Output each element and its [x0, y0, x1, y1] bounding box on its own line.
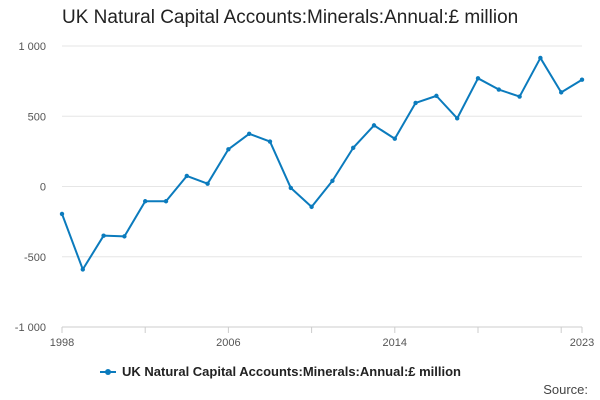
- y-tick-label: 1 000: [18, 41, 46, 53]
- data-point: [309, 204, 314, 210]
- data-point: [226, 147, 231, 152]
- legend-series-marker: [100, 367, 116, 377]
- y-tick-label: -1 000: [15, 322, 46, 334]
- y-axis-tick-labels: 1 000 500 0 -500 -1 000: [15, 41, 46, 334]
- x-tick-label: 2006: [216, 337, 240, 349]
- data-point: [496, 87, 501, 92]
- legend-series-label: UK Natural Capital Accounts:Minerals:Ann…: [122, 364, 462, 379]
- data-point: [351, 145, 356, 151]
- x-tick-label: 2014: [383, 337, 407, 349]
- source-label: Source:: [543, 382, 588, 397]
- x-tick-label: 2023: [570, 337, 594, 349]
- x-tick-label: 1998: [50, 337, 74, 349]
- data-point: [101, 233, 106, 238]
- data-point: [80, 267, 86, 272]
- x-axis-tick-labels: 1998 2006 2014 2023: [50, 337, 594, 349]
- data-point: [517, 94, 522, 99]
- data-point: [330, 178, 335, 184]
- grid-lines: [62, 45, 582, 258]
- data-point: [288, 185, 293, 191]
- y-tick-label: 0: [40, 182, 46, 194]
- chart-title: UK Natural Capital Accounts:Minerals:Ann…: [62, 7, 519, 28]
- data-point: [122, 234, 127, 239]
- y-tick-label: -500: [24, 252, 46, 264]
- data-point: [267, 139, 273, 144]
- data-point: [392, 136, 397, 141]
- data-point: [247, 131, 252, 137]
- series-line: [61, 56, 583, 271]
- x-axis: [61, 326, 583, 333]
- data-point: [59, 211, 65, 217]
- data-point: [143, 199, 148, 204]
- data-point: [475, 76, 481, 81]
- data-point: [371, 123, 377, 128]
- data-point: [559, 90, 564, 95]
- y-tick-label: 500: [28, 111, 46, 123]
- data-point: [163, 199, 169, 204]
- data-series: [59, 55, 585, 272]
- data-point: [538, 55, 543, 61]
- data-point: [434, 93, 439, 99]
- data-point: [579, 77, 585, 82]
- data-point: [184, 173, 189, 179]
- data-point: [455, 116, 460, 121]
- data-point: [205, 181, 210, 186]
- legend[interactable]: UK Natural Capital Accounts:Minerals:Ann…: [100, 364, 461, 379]
- data-point: [413, 100, 418, 106]
